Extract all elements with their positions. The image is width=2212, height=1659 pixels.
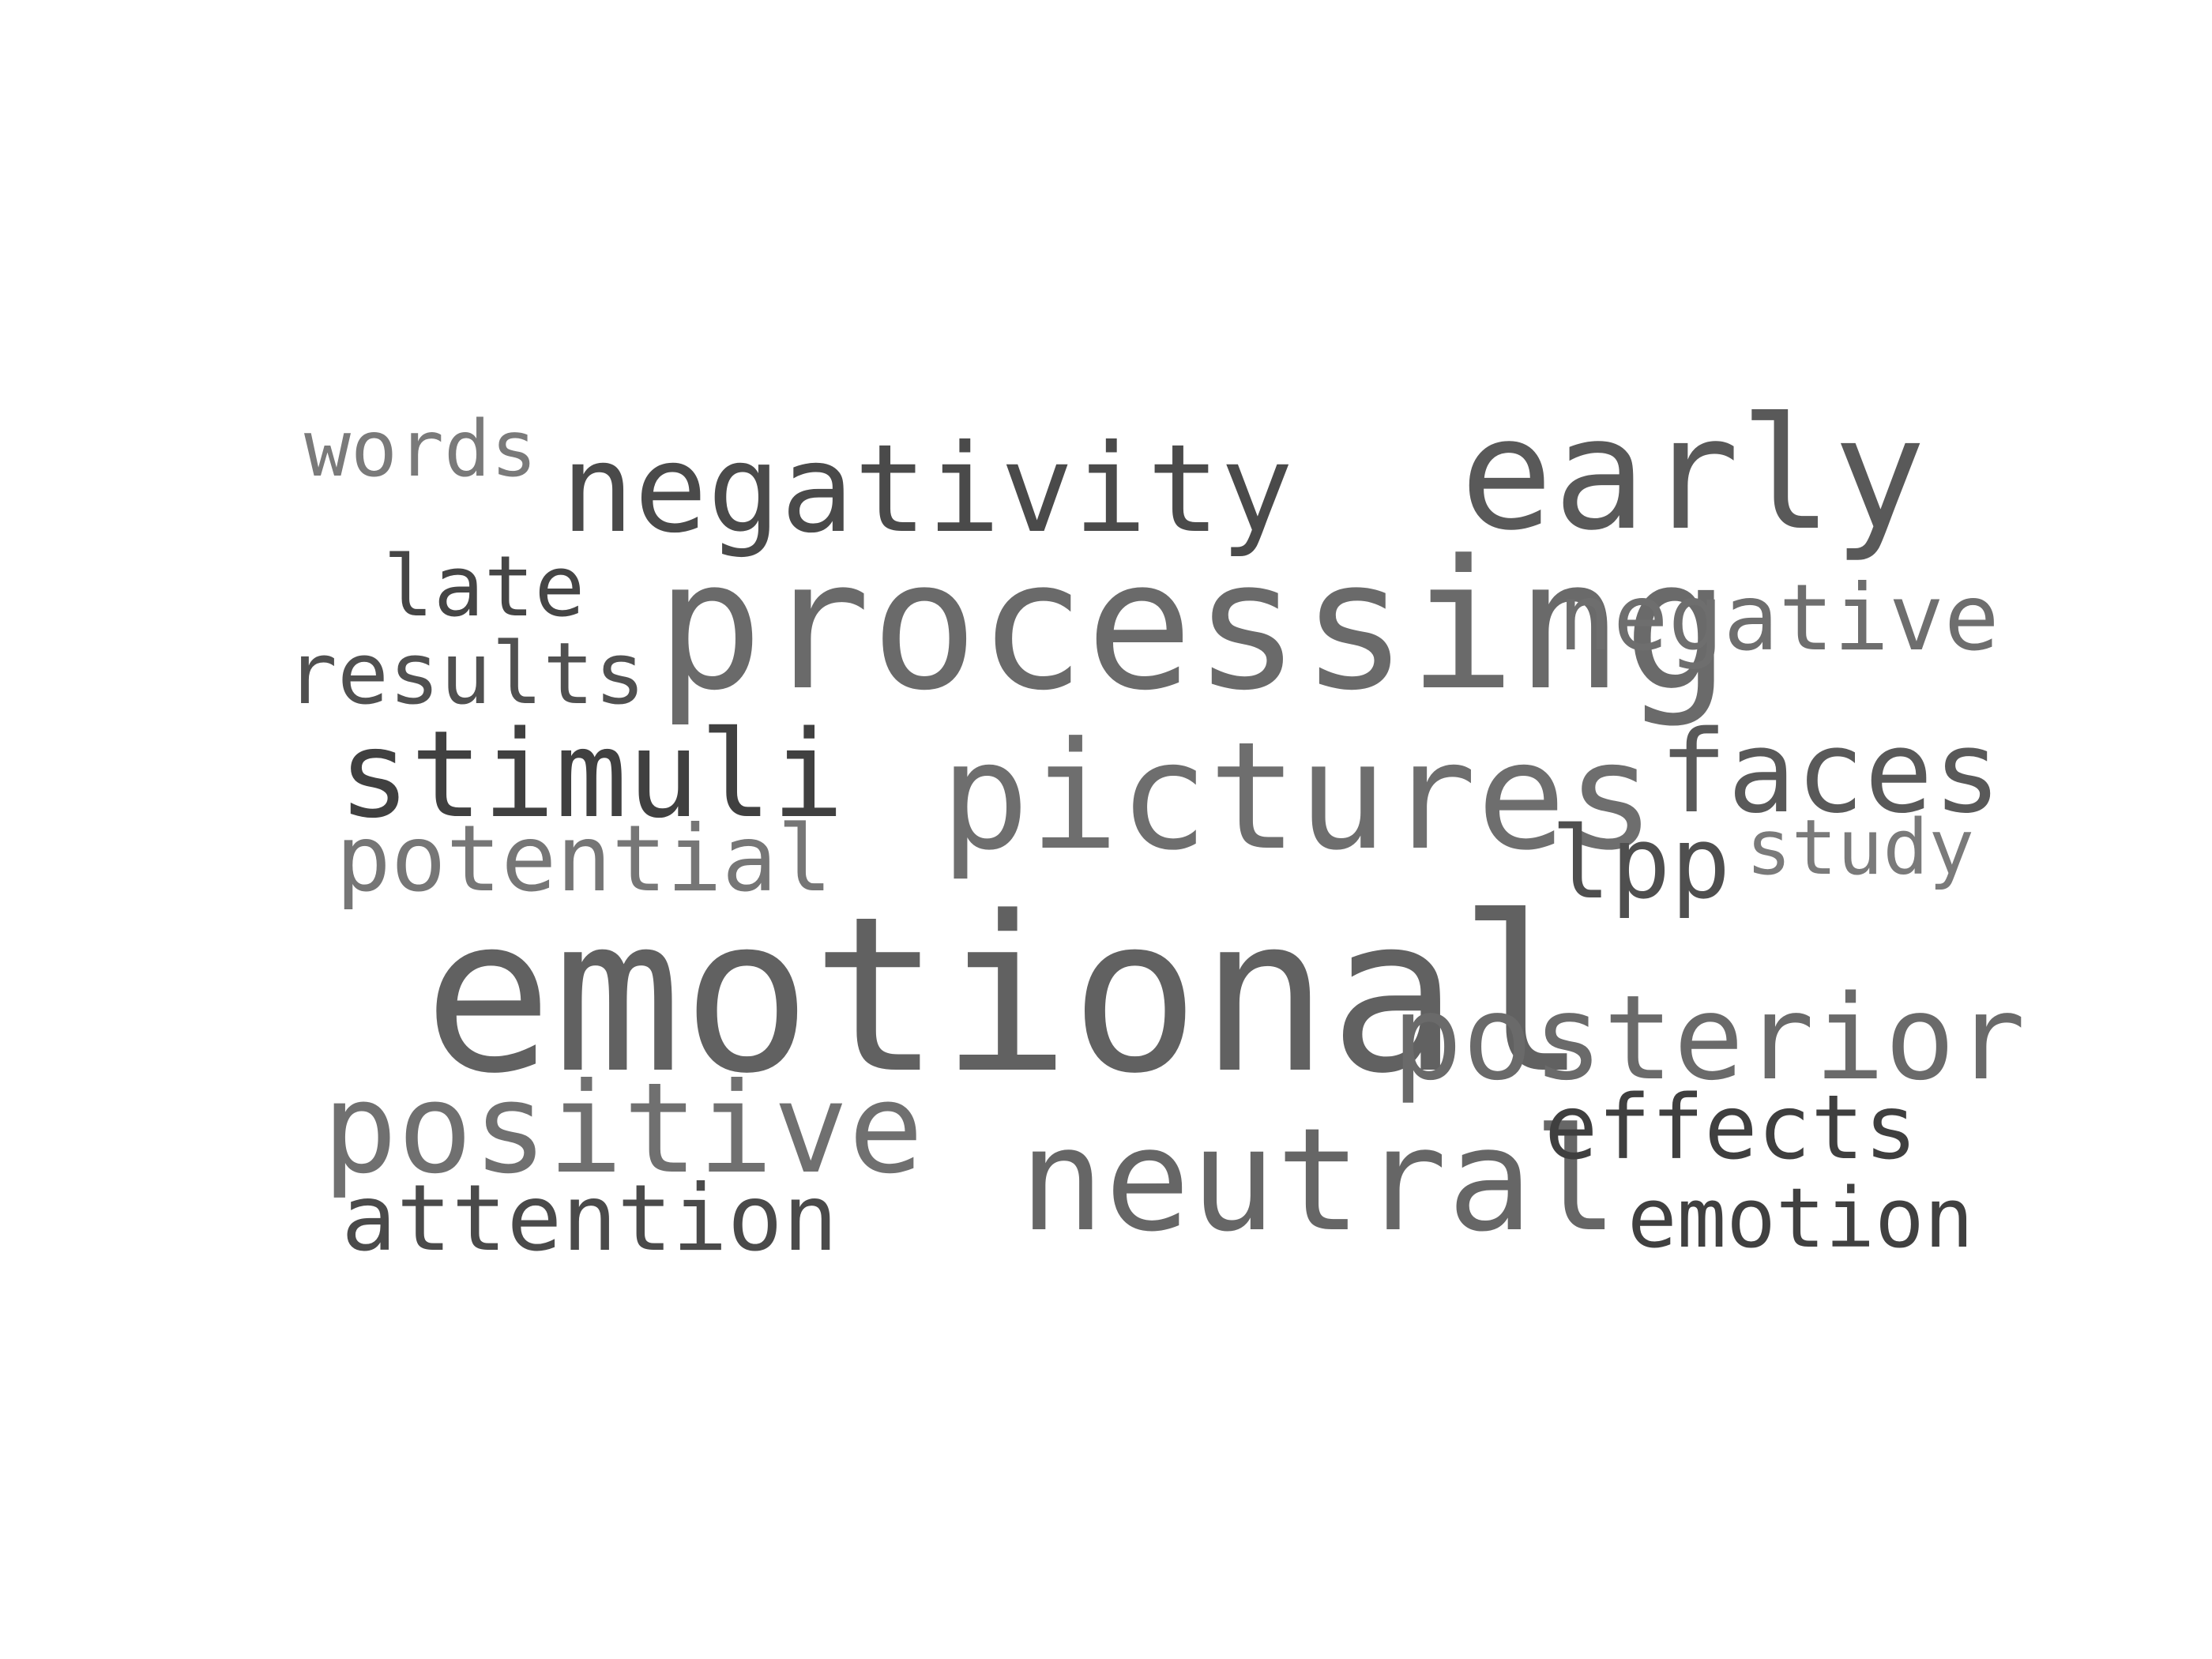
word-potential: potential <box>336 806 833 912</box>
word-effects: effects <box>1544 1077 1918 1179</box>
word-pictures: pictures <box>940 710 1656 883</box>
word-results: results <box>286 625 646 724</box>
word-stimuli: stimuli <box>338 705 845 845</box>
word-study: study <box>1746 803 1974 892</box>
word-positive: positive <box>322 1056 924 1202</box>
word-emotional: emotional <box>423 871 1588 1121</box>
word-negative: negative <box>1558 565 1999 672</box>
word-late: late <box>383 538 585 635</box>
word-faces: faces <box>1659 705 2002 838</box>
word-neutral: neutral <box>1019 1098 1619 1263</box>
word-emotion: emotion <box>1627 1170 1974 1266</box>
word-attention: attention <box>341 1165 838 1272</box>
word-lpp: lpp <box>1551 805 1731 921</box>
word-processing: processing <box>656 522 1731 730</box>
word-posterior: posterior <box>1392 970 2026 1106</box>
word-negativity: negativity <box>561 419 1294 560</box>
word-words: words <box>304 404 538 495</box>
word-early: early <box>1460 385 1927 565</box>
